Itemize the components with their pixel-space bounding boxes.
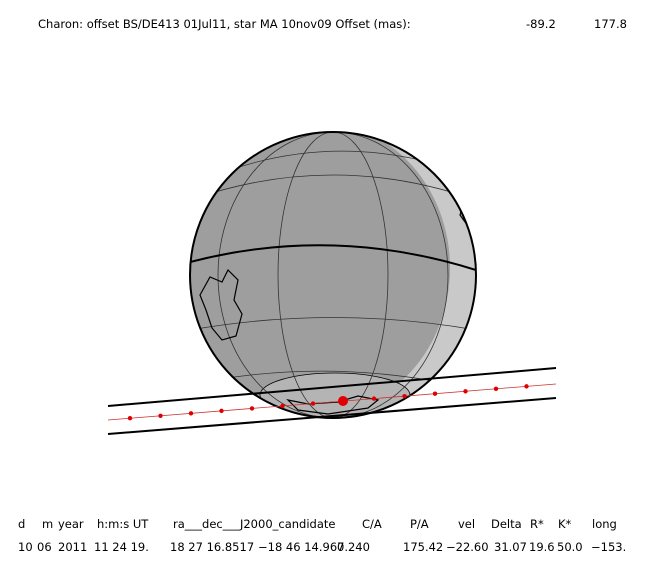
column-header: Delta xyxy=(491,517,522,531)
column-header: long xyxy=(592,517,617,531)
time-marker xyxy=(371,396,377,401)
cell: 06 xyxy=(37,540,52,554)
time-marker xyxy=(463,389,468,394)
equator xyxy=(190,244,476,271)
column-header: h:m:s UT xyxy=(97,517,149,531)
time-marker xyxy=(188,411,194,416)
time-marker xyxy=(158,413,163,418)
time-marker xyxy=(524,384,529,389)
time-marker xyxy=(280,403,285,409)
column-header: vel xyxy=(458,517,475,531)
globe xyxy=(189,131,477,419)
graticule xyxy=(190,132,476,418)
column-header: m xyxy=(42,517,53,531)
time-marker xyxy=(493,386,499,392)
cell: 175.42 xyxy=(403,540,443,554)
cell: −22.60 xyxy=(446,540,489,554)
time-marker xyxy=(310,401,316,406)
shadow-path xyxy=(107,367,557,435)
column-header: d xyxy=(18,517,25,531)
center-line xyxy=(107,383,557,421)
cell: −18 46 14.967 xyxy=(258,540,344,554)
cell: 0.240 xyxy=(337,540,370,554)
event-table: d m year h:m:s UT ra___dec___J2000_candidate… xyxy=(18,517,626,554)
time-marker xyxy=(219,408,224,414)
time-marker xyxy=(249,406,255,411)
cell: 2011 xyxy=(58,540,87,554)
cell: 50.0 xyxy=(557,540,583,554)
globe-night xyxy=(190,132,450,414)
time-marker xyxy=(432,391,438,396)
cell: 18 27 16.8517 xyxy=(170,540,254,554)
globe-outline xyxy=(189,131,477,419)
offset-x: -89.2 xyxy=(526,17,556,31)
column-header: ra___dec___J2000_candidate xyxy=(173,517,335,531)
offset-y: 177.8 xyxy=(594,17,627,31)
shadow-footprint xyxy=(259,372,411,418)
shadow-edge xyxy=(107,367,557,407)
column-header: R* xyxy=(530,517,544,531)
closest-approach xyxy=(338,396,348,406)
column-header: C/A xyxy=(362,517,382,531)
shadow-edge xyxy=(107,397,557,435)
time-marker xyxy=(402,393,407,399)
column-header: P/A xyxy=(410,517,429,531)
title: Charon: offset BS/DE413 01Jul11, star MA… xyxy=(38,17,411,31)
column-header: K* xyxy=(558,517,572,531)
cell: 11 24 19. xyxy=(94,540,149,554)
cell: 10 xyxy=(18,540,33,554)
cell: 31.07 xyxy=(494,540,527,554)
cell: 19.6 xyxy=(529,540,555,554)
time-marker xyxy=(127,416,133,421)
column-header: year xyxy=(58,517,84,531)
cell: −153. xyxy=(591,540,626,554)
